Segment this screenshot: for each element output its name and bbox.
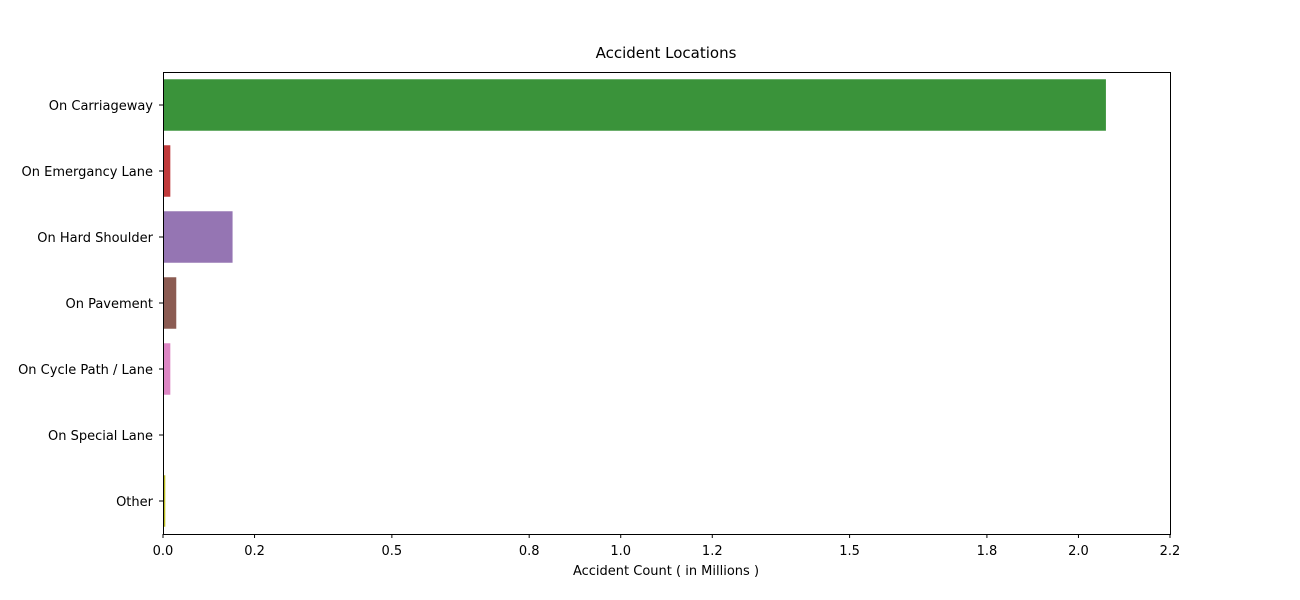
x-axis-label: Accident Count ( in Millions ) [573,564,759,579]
bar-on-hard-shoulder [163,211,233,263]
y-axis-ticks: On Carriageway On Emergancy Lane On Hard S… [18,99,163,510]
y-tick-label: On Pavement [65,297,153,312]
x-tick-label: 2.2 [1160,544,1181,559]
y-tick-label: On Cycle Path / Lane [18,363,153,378]
y-tick-label: On Hard Shoulder [37,231,153,246]
chart-title: Accident Locations [596,44,737,62]
bar-on-carriageway [163,79,1106,131]
x-axis-ticks: 0.0 0.2 0.5 0.8 1.0 1.2 1.5 1.8 2.0 2.2 [153,534,1181,559]
x-tick-label: 1.0 [610,544,631,559]
x-tick-label: 0.8 [519,544,540,559]
x-tick-label: 0.2 [244,544,265,559]
plot-frame [163,72,1171,535]
x-tick-label: 1.8 [977,544,998,559]
bars-group [163,79,1106,527]
y-tick-label: Other [116,495,154,510]
x-tick-label: 1.2 [702,544,723,559]
x-tick-label: 1.5 [839,544,860,559]
x-tick-label: 2.0 [1068,544,1089,559]
bar-on-cycle-path-lane [163,343,171,395]
bar-on-pavement [163,277,177,329]
y-tick-label: On Special Lane [48,429,153,444]
bar-on-emergancy-lane [163,145,171,197]
x-tick-label: 0.0 [153,544,174,559]
y-tick-label: On Carriageway [49,99,154,114]
x-tick-label: 0.5 [382,544,403,559]
y-tick-label: On Emergancy Lane [22,165,153,180]
bar-other [163,475,166,527]
